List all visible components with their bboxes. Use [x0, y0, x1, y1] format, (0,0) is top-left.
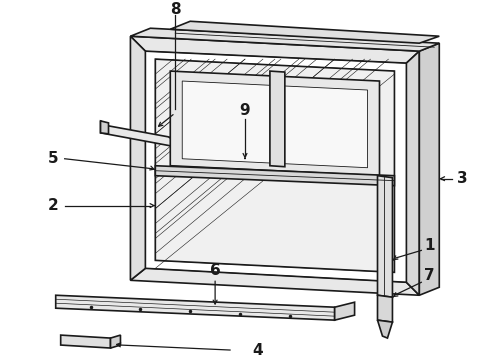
Polygon shape: [56, 295, 335, 320]
Polygon shape: [130, 36, 146, 280]
Polygon shape: [171, 71, 379, 176]
Polygon shape: [155, 166, 394, 186]
Polygon shape: [419, 43, 439, 295]
Polygon shape: [130, 28, 439, 51]
Text: 9: 9: [240, 103, 250, 118]
Polygon shape: [182, 81, 368, 168]
Polygon shape: [377, 295, 392, 322]
Text: 2: 2: [48, 198, 58, 213]
Polygon shape: [130, 268, 419, 295]
Text: 7: 7: [424, 268, 435, 283]
Text: 4: 4: [253, 342, 263, 357]
Text: 6: 6: [210, 263, 220, 278]
Polygon shape: [377, 176, 392, 297]
Polygon shape: [155, 59, 394, 272]
Text: 5: 5: [48, 151, 58, 166]
Polygon shape: [377, 320, 392, 338]
Polygon shape: [406, 51, 419, 295]
Polygon shape: [111, 335, 121, 348]
Text: 1: 1: [424, 238, 435, 253]
Text: 3: 3: [457, 171, 467, 186]
Polygon shape: [155, 59, 394, 272]
Polygon shape: [100, 121, 175, 146]
Polygon shape: [171, 21, 439, 43]
Polygon shape: [100, 121, 108, 134]
Polygon shape: [270, 71, 285, 167]
Text: 8: 8: [170, 2, 181, 17]
Polygon shape: [130, 36, 419, 63]
Polygon shape: [335, 302, 355, 320]
Polygon shape: [61, 335, 111, 348]
